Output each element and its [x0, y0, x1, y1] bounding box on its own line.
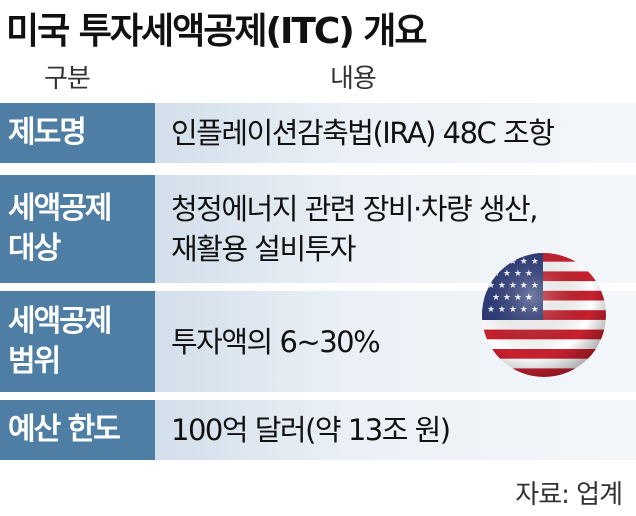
- row-label: 예산 한도: [0, 400, 155, 460]
- page-title: 미국 투자세액공제(ITC) 개요: [6, 11, 428, 52]
- label-text: 세액공제: [8, 303, 112, 339]
- table-row: 제도명 인플레이션감축법(IRA) 48C 조항: [0, 103, 636, 163]
- us-flag-sphere-icon: ★ ★ ★ ★ ★★ ★ ★ ★ ★ ★ ★ ★ ★★ ★ ★ ★ ★ ★ ★ …: [482, 253, 606, 377]
- row-value: 100억 달러(약 13조 원): [155, 400, 636, 460]
- row-value: 인플레이션감축법(IRA) 48C 조항: [155, 103, 636, 163]
- value-text: 재활용 설비투자: [171, 232, 356, 266]
- label-text: 예산 한도: [8, 412, 121, 447]
- value-text: 인플레이션감축법(IRA) 48C 조항: [171, 116, 555, 150]
- value-text: 100억 달러(약 13조 원): [171, 413, 451, 447]
- header-content: 내용: [330, 64, 377, 94]
- table-row: 예산 한도 100억 달러(약 13조 원): [0, 400, 636, 460]
- label-text: 세액공제: [8, 191, 112, 226]
- label-text: 범위: [8, 343, 61, 379]
- source-note: 자료: 업계: [515, 480, 623, 510]
- label-text: 대상: [8, 231, 61, 266]
- row-label: 제도명: [0, 103, 155, 163]
- header-category: 구분: [44, 64, 91, 94]
- value-text: 청정에너지 관련 장비·차량 생산,: [171, 192, 538, 226]
- label-text: 제도명: [8, 115, 87, 150]
- value-text: 투자액의 6~30%: [171, 324, 381, 359]
